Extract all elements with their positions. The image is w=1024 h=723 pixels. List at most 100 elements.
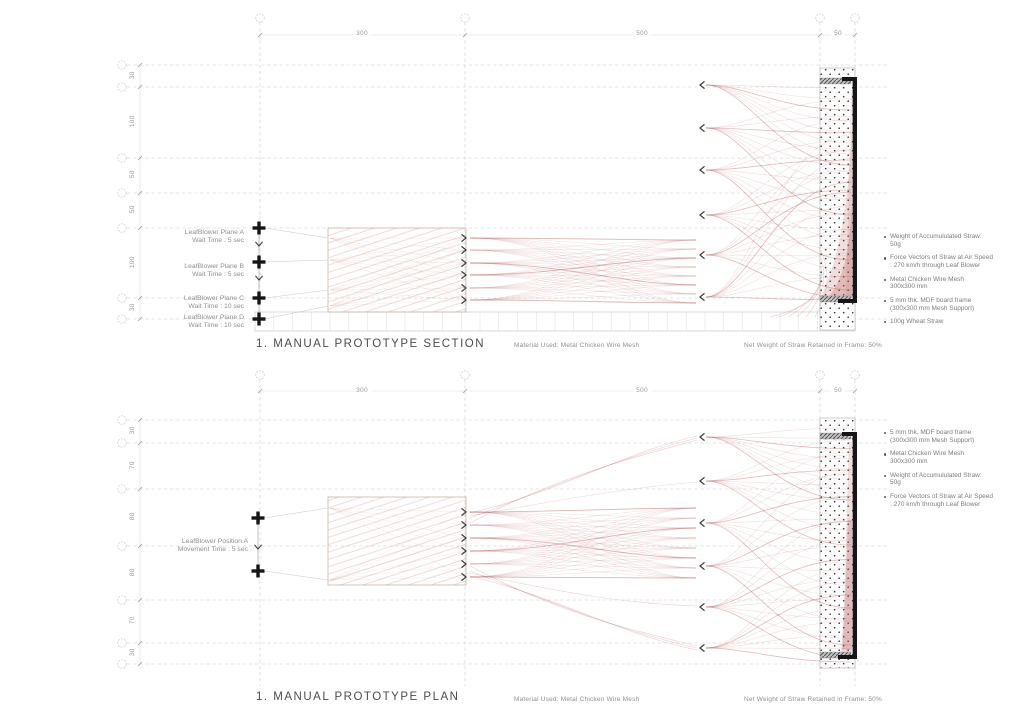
plus-marker <box>257 291 261 305</box>
chevron-icon <box>699 292 705 302</box>
top-dim-label: 500 <box>633 387 651 395</box>
plus-marker <box>256 564 260 578</box>
left-dim-label: 50 <box>128 170 136 179</box>
annotation-item: Weight of Accumululated Straw: 50g <box>883 472 1013 487</box>
blower-label: LeafBlower Plane D Wait Time : 10 sec <box>130 314 244 330</box>
plus-marker <box>257 312 261 326</box>
chevron-icon <box>699 250 705 260</box>
blower-name: LeafBlower Plane C <box>183 295 244 302</box>
grid-bubble <box>460 370 470 380</box>
blower-time: Wait Time : 10 sec <box>188 322 244 330</box>
chevron-icon <box>699 561 705 571</box>
plan-title: 1. MANUAL PROTOTYPE PLAN <box>256 691 460 703</box>
top-dim-label: 50 <box>831 387 845 395</box>
grid-bubble <box>117 153 127 163</box>
grid-bubble <box>117 595 127 605</box>
grid-bubble <box>117 188 127 198</box>
chevron-icon <box>461 270 467 280</box>
section-result-note: Net Weight of Straw Retained in Frame: 5… <box>744 342 882 349</box>
chevron-icon <box>461 245 467 255</box>
grid-bubble <box>815 370 825 380</box>
blower-label: LeafBlower Position A Movement Time : 5 … <box>134 538 248 554</box>
grid-bubble <box>117 82 127 92</box>
annotation-item: Metal Chicken Wire Mesh 300x300 mm <box>883 450 1013 465</box>
grid-bubble <box>117 314 127 324</box>
blower-label: LeafBlower Plane C Wait Time : 10 sec <box>130 295 244 311</box>
left-dim-label: 30 <box>128 71 136 80</box>
chevron-icon <box>699 643 705 653</box>
annotation-item: Metal Chicken Wire Mesh 300x300 mm <box>883 276 1013 291</box>
top-dim-label: 300 <box>353 30 371 38</box>
grid-bubble <box>117 415 127 425</box>
frame-edge <box>842 77 857 81</box>
left-dim-label: 50 <box>128 205 136 214</box>
section-title: 1. MANUAL PROTOTYPE SECTION <box>256 338 486 350</box>
blower-name: LeafBlower Plane A <box>184 229 244 236</box>
straw-accumulation <box>846 90 852 296</box>
blower-time: Wait Time : 10 sec <box>188 303 244 311</box>
blower-name: LeafBlower Plane D <box>183 314 244 321</box>
blower-time: Movement Time : 5 sec <box>177 546 248 554</box>
frame-edge <box>838 299 857 303</box>
left-dim-label: 30 <box>128 648 136 657</box>
chevron-icon <box>461 295 467 305</box>
left-dim-label: 80 <box>128 512 136 521</box>
grid-bubble <box>850 13 860 23</box>
top-dim-label: 300 <box>353 387 371 395</box>
grid-bubble <box>255 370 265 380</box>
plus-marker <box>257 255 261 269</box>
chevron-icon <box>699 476 705 486</box>
frame-edge <box>852 432 857 659</box>
chevron-icon <box>461 283 467 293</box>
blower-label: LeafBlower Plane A Wait Time : 5 sec <box>130 229 244 245</box>
grid-bubble <box>117 438 127 448</box>
blower-label: LeafBlower Plane B Wait Time : 5 sec <box>130 263 244 279</box>
left-dim-label: 80 <box>128 568 136 577</box>
frame-edge <box>852 77 857 303</box>
grid-bubble <box>117 293 127 303</box>
chevron-icon <box>699 602 705 612</box>
grid-bubble <box>117 541 127 551</box>
straw-accumulation <box>820 128 852 298</box>
chevron-icon <box>461 572 467 582</box>
blower-time: Wait Time : 5 sec <box>192 271 244 279</box>
chevron-icon <box>699 210 705 220</box>
section-annotations: Weight of Accumululated Straw: 50g Force… <box>883 233 1013 326</box>
chevron-icon <box>699 518 705 528</box>
grid-bubble <box>117 638 127 648</box>
left-dim-label: 30 <box>128 426 136 435</box>
plus-marker <box>256 511 260 525</box>
left-dim-label: 100 <box>128 115 136 128</box>
chevron-icon <box>461 559 467 569</box>
chevron-icon <box>699 80 705 90</box>
chevron-down-icon <box>253 544 263 550</box>
chevron-down-icon <box>254 241 264 247</box>
hatched-box <box>327 496 467 586</box>
mesh-dots <box>820 418 855 668</box>
chevron-icon <box>461 233 467 243</box>
plan-annotations: 5 mm thk. MDF board frame (300x300 mm Me… <box>883 429 1013 508</box>
hatched-box <box>327 227 467 313</box>
grid-bubble <box>117 223 127 233</box>
mesh-dots <box>820 68 855 330</box>
grid-bubble <box>850 370 860 380</box>
annotation-item: Weight of Accumululated Straw: 50g <box>883 233 1013 248</box>
grid-bubble <box>460 13 470 23</box>
grid-bubble <box>255 13 265 23</box>
chevron-icon <box>461 258 467 268</box>
chevron-icon <box>461 533 467 543</box>
blower-name: LeafBlower Plane B <box>184 263 244 270</box>
annotation-item: Force Vectors of Straw at Air Speed : 27… <box>883 254 1013 269</box>
chevron-icon <box>461 546 467 556</box>
plan-material-note: Material Used: Metal Chicken Wire Mesh <box>514 696 640 703</box>
straw-accumulation <box>827 206 852 298</box>
annotation-item: 5 mm thk. MDF board frame (300x300 mm Me… <box>883 429 1013 444</box>
plus-marker <box>257 221 261 235</box>
chevron-icon <box>699 123 705 133</box>
annotation-item: 5 mm thk. MDF board frame (300x300 mm Me… <box>883 297 1013 312</box>
straw-accumulation <box>841 442 852 653</box>
frame-edge <box>842 432 857 436</box>
chevron-icon <box>461 520 467 530</box>
